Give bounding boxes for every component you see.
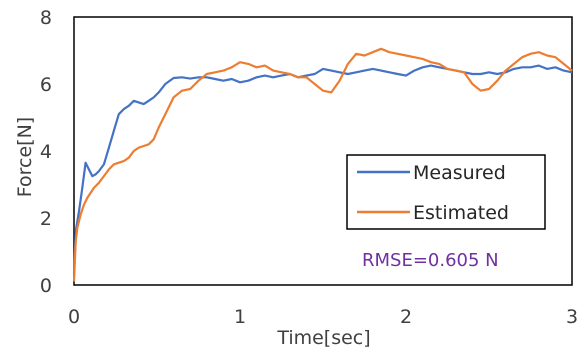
y-tick-labels: 0 2 4 6 8 — [40, 7, 52, 297]
plot-area-frame — [73, 16, 573, 286]
x-axis-title: Time[sec] — [276, 327, 370, 349]
y-tick-label: 0 — [40, 275, 52, 297]
legend-box — [346, 154, 546, 230]
x-tick-label: 3 — [566, 306, 578, 328]
legend-label-measured: Measured — [413, 162, 506, 184]
x-tick-label: 2 — [400, 306, 412, 328]
y-tick-label: 8 — [40, 7, 52, 29]
y-tick-label: 4 — [40, 141, 52, 163]
x-tick-labels: 0 1 2 3 — [68, 306, 578, 328]
x-tick-label: 1 — [234, 306, 246, 328]
legend: Measured Estimated — [346, 154, 546, 230]
series-line-estimated — [72, 47, 573, 282]
y-axis-title: Force[N] — [14, 117, 36, 197]
x-tick-label: 0 — [68, 306, 80, 328]
legend-label-estimated: Estimated — [413, 202, 509, 224]
rmse-annotation: RMSE=0.605 N — [362, 250, 499, 271]
y-tick-label: 6 — [40, 74, 52, 96]
y-tick-label: 2 — [40, 208, 52, 230]
series-layer — [72, 47, 573, 282]
series-line-measured — [72, 64, 573, 275]
